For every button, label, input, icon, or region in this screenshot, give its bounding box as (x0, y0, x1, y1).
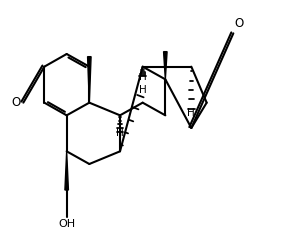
Text: H: H (116, 128, 124, 138)
Polygon shape (164, 52, 167, 79)
Text: O: O (234, 17, 244, 30)
Text: H: H (139, 72, 147, 82)
Text: OH: OH (58, 219, 75, 229)
Text: O: O (11, 96, 20, 109)
Text: H: H (188, 108, 195, 118)
Polygon shape (88, 57, 91, 103)
Polygon shape (65, 151, 69, 190)
Text: H: H (139, 85, 147, 95)
